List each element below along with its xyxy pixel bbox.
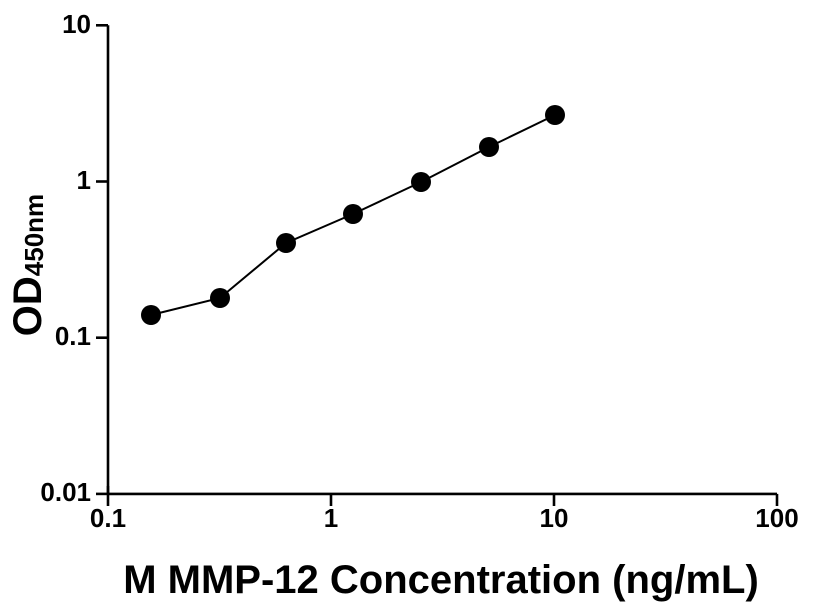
svg-text:0.01: 0.01 [40, 477, 91, 507]
svg-text:0.1: 0.1 [90, 503, 126, 533]
svg-text:M MMP-12 Concentration (ng/mL): M MMP-12 Concentration (ng/mL) [123, 558, 759, 602]
svg-text:10: 10 [540, 503, 569, 533]
svg-text:10: 10 [62, 9, 91, 39]
svg-text:1: 1 [77, 165, 91, 195]
svg-text:1: 1 [324, 503, 338, 533]
svg-text:100: 100 [755, 503, 798, 533]
svg-text:0.1: 0.1 [55, 321, 91, 351]
